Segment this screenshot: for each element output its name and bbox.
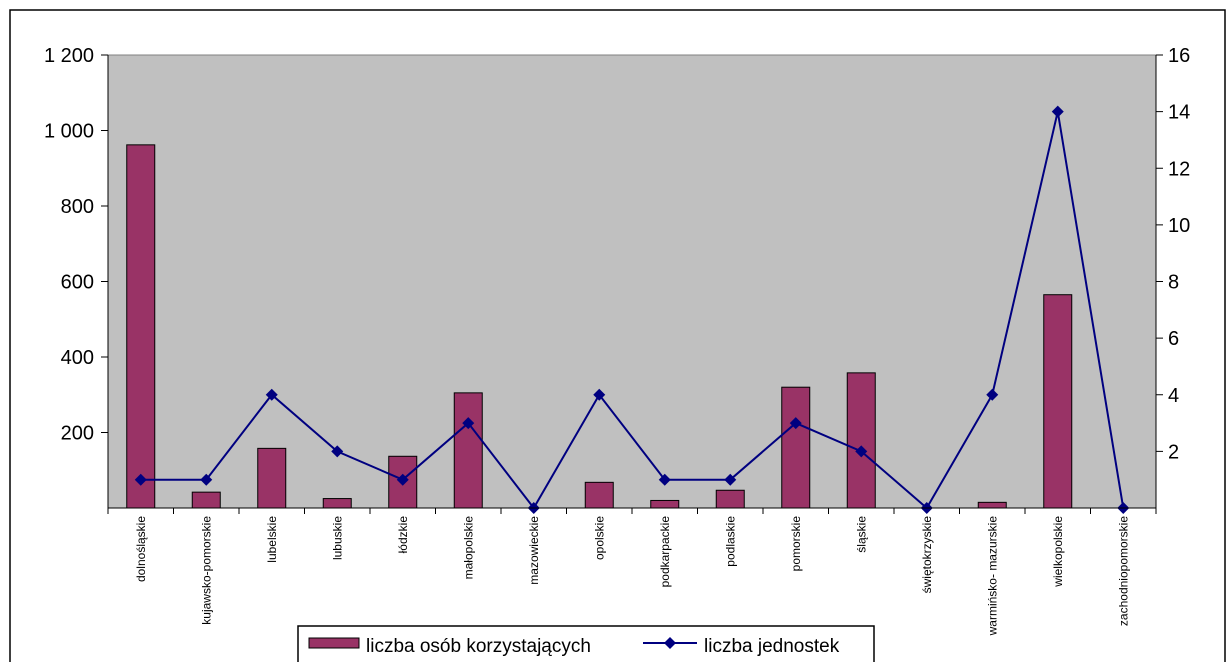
category-label-11: śląskie <box>854 516 868 553</box>
bar-11 <box>846 372 876 509</box>
category-label-14: wielkopolskie <box>1051 516 1065 588</box>
line-point-11 <box>855 445 868 458</box>
right-tick-label-2: 6 <box>1168 328 1179 350</box>
legend-bar-label: liczba osób korzystających <box>366 636 591 657</box>
left-tick-label-3: 800 <box>61 196 94 218</box>
right-tick-label-7: 16 <box>1168 45 1190 67</box>
bar-9 <box>715 489 745 509</box>
bar-series <box>126 144 1073 509</box>
legend: liczba osób korzystających liczba jednos… <box>297 625 875 667</box>
category-label-5: małopolskie <box>461 516 475 580</box>
bar-0 <box>126 144 156 509</box>
category-label-4: łódzkie <box>396 516 410 554</box>
category-label-7: opolskie <box>592 516 606 560</box>
category-label-8: podkarpackie <box>658 516 672 588</box>
left-tick-label-2: 600 <box>61 272 94 294</box>
category-label-9: podlaskie <box>723 516 737 567</box>
line-point-13 <box>986 388 999 401</box>
bar-10 <box>781 386 811 509</box>
bar-14 <box>1043 294 1073 509</box>
category-label-2: lubelskie <box>265 516 279 563</box>
line-point-9 <box>724 473 737 486</box>
bar-2 <box>257 447 287 509</box>
left-tick-label-1: 400 <box>61 347 94 369</box>
category-label-6: mazowieckie <box>527 516 541 585</box>
left-tick-label-5: 1 200 <box>44 45 94 67</box>
bar-1 <box>191 491 221 509</box>
right-tick-label-5: 12 <box>1168 158 1190 180</box>
category-label-12: świętokrzyskie <box>920 516 934 594</box>
right-tick-label-4: 10 <box>1168 215 1190 237</box>
legend-line-label: liczba jednostek <box>704 636 840 657</box>
axes: 200 400 600 800 1 000 1 200 2 4 6 8 10 12 14 16 dolnoś… <box>44 45 1190 636</box>
bar-3 <box>322 498 352 509</box>
legend-box <box>297 625 875 667</box>
category-label-1: kujawsko-pomorskie <box>199 516 213 625</box>
right-tick-label-1: 4 <box>1168 385 1179 407</box>
legend-bar-swatch <box>308 637 360 649</box>
line-point-4 <box>396 473 409 486</box>
legend-line-marker <box>664 637 676 649</box>
line-point-1 <box>200 473 213 486</box>
category-label-13: warmińsko- mazurskie <box>985 516 999 637</box>
right-tick-label-6: 14 <box>1168 102 1190 124</box>
bar-8 <box>650 499 680 509</box>
line-point-0 <box>134 473 147 486</box>
left-tick-label-0: 200 <box>61 423 94 445</box>
bar-13 <box>977 501 1007 509</box>
right-tick-label-0: 2 <box>1168 441 1179 463</box>
line-point-5 <box>462 417 475 430</box>
plot-area <box>107 54 1157 509</box>
line-point-7 <box>593 388 606 401</box>
line-point-8 <box>658 473 671 486</box>
line-point-2 <box>265 388 278 401</box>
line-series <box>134 105 1130 514</box>
category-label-0: dolnośląskie <box>134 516 148 582</box>
series-line <box>140 111 1125 510</box>
line-point-14 <box>1051 105 1064 118</box>
line-point-3 <box>331 445 344 458</box>
left-tick-label-4: 1 000 <box>44 121 94 143</box>
category-label-10: pomorskie <box>789 516 803 572</box>
bar-7 <box>584 481 614 509</box>
line-point-10 <box>789 417 802 430</box>
category-label-3: lubuskie <box>330 516 344 560</box>
category-label-15: zachodniopomorskie <box>1116 516 1130 626</box>
bar-5 <box>453 392 483 509</box>
right-tick-label-3: 8 <box>1168 272 1179 294</box>
